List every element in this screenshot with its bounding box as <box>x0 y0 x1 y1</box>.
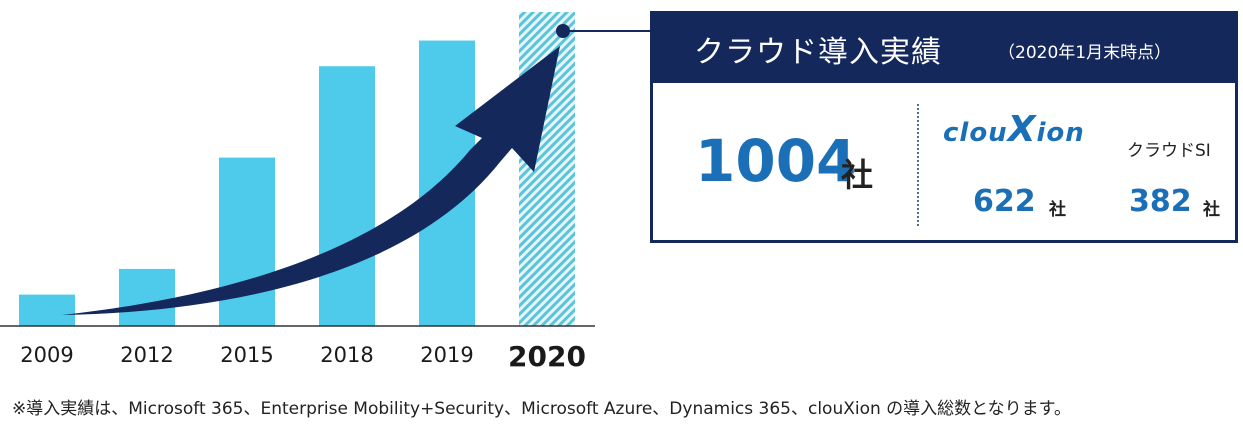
clouxion-count: 622 <box>973 184 1036 219</box>
clouxion-logo: clouXion <box>943 109 1085 150</box>
info-box: クラウド導入実績 （2020年1月末時点） 1004 社 clouXion クラ… <box>650 11 1238 243</box>
bar-2015 <box>219 157 275 326</box>
cloudsi-label: クラウドSI <box>1127 141 1211 161</box>
total-unit: 社 <box>841 156 874 194</box>
cloudsi-count: 382 <box>1129 184 1192 219</box>
footnote: ※導入実績は、Microsoft 365、Enterprise Mobility… <box>12 399 1071 419</box>
bar-chart: 2009 2012 2015 2018 2019 2020 <box>0 12 650 373</box>
info-date: （2020年1月末時点） <box>998 43 1172 63</box>
info-header: クラウド導入実績 （2020年1月末時点） <box>653 14 1235 83</box>
x-tick-label-2015: 2015 <box>220 343 273 367</box>
x-tick-label-2020: 2020 <box>508 340 586 373</box>
x-tick-label-2019: 2019 <box>420 343 473 367</box>
x-tick-label-2009: 2009 <box>20 343 73 367</box>
total-count: 1004 <box>695 127 857 195</box>
divider <box>917 104 919 226</box>
bar-2012 <box>119 268 175 326</box>
info-title: クラウド導入実績 <box>694 35 942 70</box>
x-tick-label-2018: 2018 <box>320 343 373 367</box>
x-tick-label-2012: 2012 <box>120 343 173 367</box>
cloudsi-unit: 社 <box>1203 200 1220 220</box>
clouxion-unit: 社 <box>1049 200 1066 220</box>
bar-2009 <box>19 294 75 326</box>
growth-arrow <box>62 46 560 315</box>
bar-2018 <box>319 66 375 327</box>
